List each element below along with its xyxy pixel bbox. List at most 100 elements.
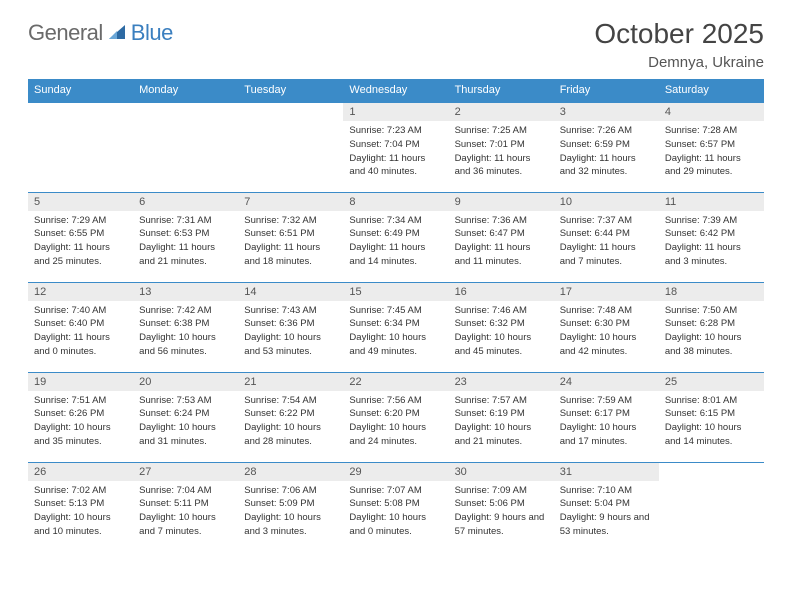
day-data: Sunrise: 7:26 AMSunset: 6:59 PMDaylight:…	[554, 121, 659, 183]
calendar-cell: 18Sunrise: 7:50 AMSunset: 6:28 PMDayligh…	[659, 282, 764, 372]
day-number: 9	[449, 193, 554, 211]
sunrise-line: Sunrise: 7:43 AM	[244, 304, 337, 318]
day-number: 14	[238, 283, 343, 301]
day-data: Sunrise: 7:39 AMSunset: 6:42 PMDaylight:…	[659, 211, 764, 273]
day-number: 22	[343, 373, 448, 391]
calendar-header-cell: Sunday	[28, 79, 133, 102]
day-data: Sunrise: 7:43 AMSunset: 6:36 PMDaylight:…	[238, 301, 343, 363]
calendar-cell	[133, 102, 238, 192]
day-data: Sunrise: 7:36 AMSunset: 6:47 PMDaylight:…	[449, 211, 554, 273]
calendar-cell: 2Sunrise: 7:25 AMSunset: 7:01 PMDaylight…	[449, 102, 554, 192]
day-data: Sunrise: 7:07 AMSunset: 5:08 PMDaylight:…	[343, 481, 448, 543]
calendar-cell: 27Sunrise: 7:04 AMSunset: 5:11 PMDayligh…	[133, 462, 238, 552]
calendar-cell	[238, 102, 343, 192]
day-data: Sunrise: 7:59 AMSunset: 6:17 PMDaylight:…	[554, 391, 659, 453]
daylight-line: Daylight: 11 hours and 21 minutes.	[139, 241, 232, 269]
daylight-line: Daylight: 10 hours and 45 minutes.	[455, 331, 548, 359]
daylight-line: Daylight: 9 hours and 53 minutes.	[560, 511, 653, 539]
sunrise-line: Sunrise: 7:36 AM	[455, 214, 548, 228]
day-number: 28	[238, 463, 343, 481]
day-data: Sunrise: 7:37 AMSunset: 6:44 PMDaylight:…	[554, 211, 659, 273]
sunrise-line: Sunrise: 7:06 AM	[244, 484, 337, 498]
sunset-line: Sunset: 6:59 PM	[560, 138, 653, 152]
logo-text-left: General	[28, 20, 103, 46]
daylight-line: Daylight: 10 hours and 28 minutes.	[244, 421, 337, 449]
calendar-cell: 16Sunrise: 7:46 AMSunset: 6:32 PMDayligh…	[449, 282, 554, 372]
calendar-cell: 8Sunrise: 7:34 AMSunset: 6:49 PMDaylight…	[343, 192, 448, 282]
day-number: 2	[449, 103, 554, 121]
logo-text-right: Blue	[131, 20, 173, 46]
day-number: 26	[28, 463, 133, 481]
sunrise-line: Sunrise: 7:26 AM	[560, 124, 653, 138]
day-number: 24	[554, 373, 659, 391]
daylight-line: Daylight: 10 hours and 53 minutes.	[244, 331, 337, 359]
day-data: Sunrise: 7:28 AMSunset: 6:57 PMDaylight:…	[659, 121, 764, 183]
day-number: 12	[28, 283, 133, 301]
sunrise-line: Sunrise: 7:37 AM	[560, 214, 653, 228]
empty-day	[133, 103, 238, 121]
daylight-line: Daylight: 10 hours and 3 minutes.	[244, 511, 337, 539]
sunset-line: Sunset: 6:42 PM	[665, 227, 758, 241]
calendar-cell: 15Sunrise: 7:45 AMSunset: 6:34 PMDayligh…	[343, 282, 448, 372]
calendar-cell: 6Sunrise: 7:31 AMSunset: 6:53 PMDaylight…	[133, 192, 238, 282]
daylight-line: Daylight: 10 hours and 38 minutes.	[665, 331, 758, 359]
day-number: 8	[343, 193, 448, 211]
sunset-line: Sunset: 6:26 PM	[34, 407, 127, 421]
calendar-cell: 25Sunrise: 8:01 AMSunset: 6:15 PMDayligh…	[659, 372, 764, 462]
daylight-line: Daylight: 10 hours and 24 minutes.	[349, 421, 442, 449]
sunset-line: Sunset: 7:04 PM	[349, 138, 442, 152]
calendar-cell: 17Sunrise: 7:48 AMSunset: 6:30 PMDayligh…	[554, 282, 659, 372]
day-number: 30	[449, 463, 554, 481]
daylight-line: Daylight: 10 hours and 35 minutes.	[34, 421, 127, 449]
sunset-line: Sunset: 6:32 PM	[455, 317, 548, 331]
day-number: 13	[133, 283, 238, 301]
calendar-cell: 11Sunrise: 7:39 AMSunset: 6:42 PMDayligh…	[659, 192, 764, 282]
calendar-cell: 13Sunrise: 7:42 AMSunset: 6:38 PMDayligh…	[133, 282, 238, 372]
daylight-line: Daylight: 11 hours and 0 minutes.	[34, 331, 127, 359]
sunrise-line: Sunrise: 8:01 AM	[665, 394, 758, 408]
sunrise-line: Sunrise: 7:51 AM	[34, 394, 127, 408]
calendar-table: SundayMondayTuesdayWednesdayThursdayFrid…	[28, 79, 764, 552]
sunset-line: Sunset: 5:06 PM	[455, 497, 548, 511]
sunset-line: Sunset: 6:19 PM	[455, 407, 548, 421]
calendar-header-cell: Wednesday	[343, 79, 448, 102]
day-data: Sunrise: 7:46 AMSunset: 6:32 PMDaylight:…	[449, 301, 554, 363]
calendar-cell	[28, 102, 133, 192]
calendar-body: 1Sunrise: 7:23 AMSunset: 7:04 PMDaylight…	[28, 102, 764, 552]
day-number: 16	[449, 283, 554, 301]
daylight-line: Daylight: 10 hours and 42 minutes.	[560, 331, 653, 359]
day-data: Sunrise: 7:34 AMSunset: 6:49 PMDaylight:…	[343, 211, 448, 273]
calendar-cell: 29Sunrise: 7:07 AMSunset: 5:08 PMDayligh…	[343, 462, 448, 552]
logo: General Blue	[28, 20, 173, 46]
sunrise-line: Sunrise: 7:46 AM	[455, 304, 548, 318]
daylight-line: Daylight: 11 hours and 7 minutes.	[560, 241, 653, 269]
day-number: 10	[554, 193, 659, 211]
day-data: Sunrise: 7:32 AMSunset: 6:51 PMDaylight:…	[238, 211, 343, 273]
daylight-line: Daylight: 10 hours and 31 minutes.	[139, 421, 232, 449]
sunrise-line: Sunrise: 7:53 AM	[139, 394, 232, 408]
daylight-line: Daylight: 10 hours and 49 minutes.	[349, 331, 442, 359]
sunset-line: Sunset: 6:57 PM	[665, 138, 758, 152]
day-data: Sunrise: 7:31 AMSunset: 6:53 PMDaylight:…	[133, 211, 238, 273]
calendar-cell: 28Sunrise: 7:06 AMSunset: 5:09 PMDayligh…	[238, 462, 343, 552]
day-data: Sunrise: 7:56 AMSunset: 6:20 PMDaylight:…	[343, 391, 448, 453]
calendar-cell: 19Sunrise: 7:51 AMSunset: 6:26 PMDayligh…	[28, 372, 133, 462]
calendar-row: 19Sunrise: 7:51 AMSunset: 6:26 PMDayligh…	[28, 372, 764, 462]
title-block: October 2025 Demnya, Ukraine	[594, 20, 764, 71]
sunrise-line: Sunrise: 7:23 AM	[349, 124, 442, 138]
calendar-row: 5Sunrise: 7:29 AMSunset: 6:55 PMDaylight…	[28, 192, 764, 282]
daylight-line: Daylight: 11 hours and 32 minutes.	[560, 152, 653, 180]
sunset-line: Sunset: 6:38 PM	[139, 317, 232, 331]
calendar-cell: 10Sunrise: 7:37 AMSunset: 6:44 PMDayligh…	[554, 192, 659, 282]
day-number: 23	[449, 373, 554, 391]
sunrise-line: Sunrise: 7:34 AM	[349, 214, 442, 228]
sunset-line: Sunset: 7:01 PM	[455, 138, 548, 152]
sunrise-line: Sunrise: 7:40 AM	[34, 304, 127, 318]
daylight-line: Daylight: 10 hours and 56 minutes.	[139, 331, 232, 359]
day-number: 31	[554, 463, 659, 481]
sunset-line: Sunset: 6:20 PM	[349, 407, 442, 421]
day-number: 6	[133, 193, 238, 211]
calendar-header-cell: Monday	[133, 79, 238, 102]
sunset-line: Sunset: 6:53 PM	[139, 227, 232, 241]
calendar-cell: 12Sunrise: 7:40 AMSunset: 6:40 PMDayligh…	[28, 282, 133, 372]
